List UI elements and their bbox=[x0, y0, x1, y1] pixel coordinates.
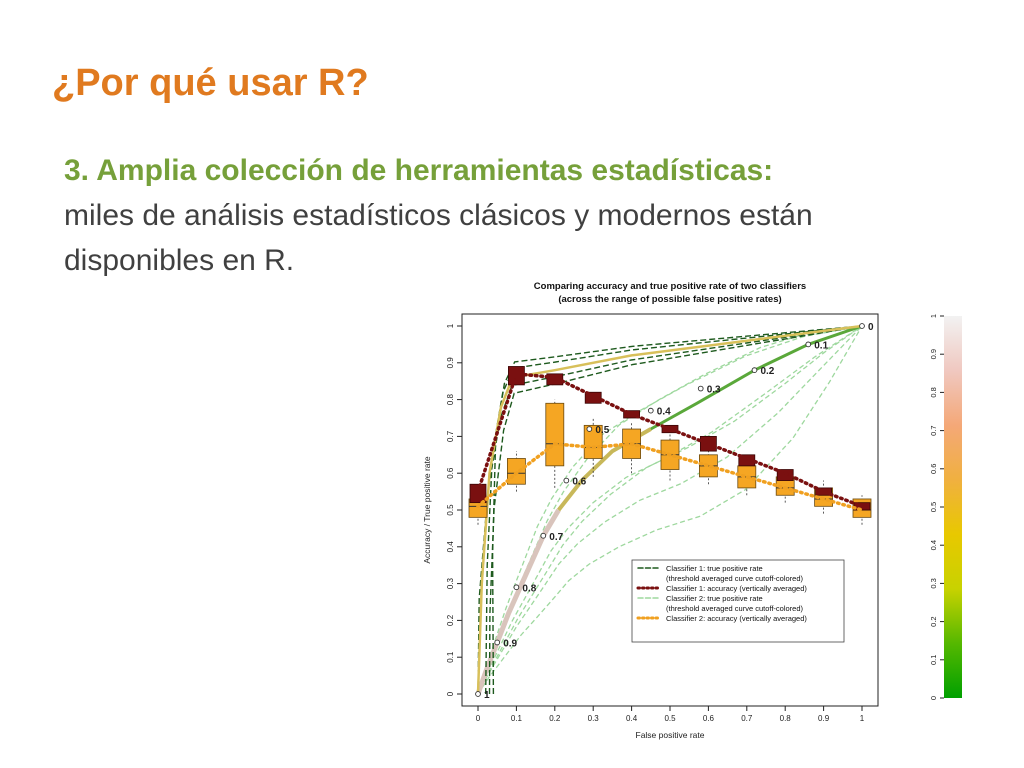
x-tick-label: 0.5 bbox=[664, 714, 676, 723]
y-tick-label: 0.4 bbox=[446, 541, 455, 553]
colorbar-tick-label: 0.7 bbox=[929, 425, 938, 435]
x-tick-label: 0.2 bbox=[549, 714, 561, 723]
y-tick-label: 0.8 bbox=[446, 393, 455, 405]
slide-body: 3. Amplia colección de herramientas esta… bbox=[64, 148, 964, 283]
cutoff-label: 0.7 bbox=[549, 532, 563, 543]
cutoff-marker bbox=[859, 323, 865, 329]
accuracy-1-box bbox=[584, 391, 602, 404]
y-tick-label: 0.5 bbox=[446, 504, 455, 516]
cutoff-label: 0.1 bbox=[814, 340, 828, 351]
cutoff-label: 0.8 bbox=[522, 583, 536, 594]
cutoff-marker bbox=[563, 477, 570, 484]
colorbar-tick-label: 0.8 bbox=[929, 387, 938, 397]
point-heading: 3. Amplia colección de herramientas esta… bbox=[64, 154, 774, 187]
y-axis-label: Accuracy / True positive rate bbox=[422, 456, 432, 564]
accuracy-2-box bbox=[583, 424, 603, 459]
cutoff-marker bbox=[494, 639, 501, 646]
roc-classifier-2-sample bbox=[477, 325, 863, 695]
cutoff-label: 0.9 bbox=[503, 638, 517, 649]
cutoff-label: 0.3 bbox=[707, 385, 721, 396]
y-tick-label: 0 bbox=[446, 691, 455, 696]
x-tick-label: 0.8 bbox=[780, 714, 792, 723]
roc-classifier-2-sample bbox=[477, 325, 863, 695]
roc-classifier-2-curve bbox=[475, 508, 561, 695]
roc-classifier-1-sample bbox=[491, 325, 863, 695]
accuracy-1-box bbox=[469, 483, 487, 504]
cutoff-marker bbox=[805, 341, 812, 348]
accuracy-2-line bbox=[476, 441, 864, 512]
legend-label: (threshold averaged curve cutoff-colored… bbox=[666, 604, 804, 613]
cutoff-marker bbox=[647, 407, 654, 414]
colorbar-tick-label: 0.2 bbox=[929, 616, 938, 626]
cutoff-label: 0.6 bbox=[572, 477, 586, 488]
chart-figure: Comparing accuracy and true positive rat… bbox=[400, 276, 972, 746]
colorbar bbox=[944, 316, 962, 698]
colorbar-tick-label: 0.5 bbox=[929, 502, 938, 512]
colorbar-tick-label: 0.1 bbox=[929, 655, 938, 665]
chart-subtitle: (across the range of possible false posi… bbox=[558, 294, 781, 305]
cutoff-label: 0 bbox=[868, 322, 874, 333]
legend-label: Classifier 2: true positive rate bbox=[666, 594, 763, 603]
accuracy-1-line bbox=[476, 371, 864, 509]
cutoff-label: 0.2 bbox=[760, 366, 774, 377]
legend-label: Classifier 1: true positive rate bbox=[666, 564, 763, 573]
point-body: miles de análisis estadísticos clásicos … bbox=[64, 199, 813, 277]
chart-title: Comparing accuracy and true positive rat… bbox=[534, 281, 806, 292]
x-axis-label: False positive rate bbox=[636, 730, 705, 740]
cutoff-label: 0.4 bbox=[657, 407, 671, 418]
y-tick-label: 0.1 bbox=[446, 651, 455, 663]
y-tick-label: 0.9 bbox=[446, 357, 455, 369]
legend-label: Classifier 1: accuracy (vertically avera… bbox=[666, 584, 807, 593]
roc-classifier-2-sample bbox=[477, 325, 863, 695]
cutoff-label: 0.5 bbox=[595, 425, 609, 436]
x-tick-label: 0.7 bbox=[741, 714, 753, 723]
cutoff-label: 1 bbox=[484, 690, 490, 701]
accuracy-2-box bbox=[545, 402, 565, 467]
colorbar-tick-label: 0.4 bbox=[929, 540, 938, 550]
roc-chart: Comparing accuracy and true positive rat… bbox=[422, 281, 962, 740]
roc-classifier-1-sample bbox=[488, 325, 863, 695]
x-tick-label: 0 bbox=[476, 714, 481, 723]
colorbar-tick-label: 0.3 bbox=[929, 578, 938, 588]
colorbar-tick-label: 0.6 bbox=[929, 464, 938, 474]
cutoff-marker bbox=[697, 385, 704, 392]
y-tick-label: 0.3 bbox=[446, 577, 455, 589]
accuracy-1-box bbox=[546, 373, 564, 386]
x-tick-label: 0.4 bbox=[626, 714, 638, 723]
roc-classifier-2-sample bbox=[477, 325, 863, 695]
y-tick-label: 1 bbox=[446, 323, 455, 328]
x-tick-label: 1 bbox=[860, 714, 865, 723]
x-tick-label: 0.1 bbox=[511, 714, 523, 723]
roc-classifier-2-sample bbox=[477, 325, 863, 695]
cutoff-marker bbox=[513, 584, 520, 591]
cutoff-marker bbox=[540, 532, 547, 539]
cutoff-marker bbox=[586, 426, 593, 432]
colorbar-tick-label: 0.9 bbox=[929, 349, 938, 359]
cutoff-marker bbox=[475, 691, 481, 697]
y-tick-label: 0.2 bbox=[446, 614, 455, 626]
colorbar-tick-label: 0 bbox=[929, 696, 938, 700]
accuracy-1-box bbox=[815, 487, 833, 496]
legend-label: (threshold averaged curve cutoff-colored… bbox=[666, 574, 804, 583]
y-tick-label: 0.7 bbox=[446, 430, 455, 442]
slide-title: ¿Por qué usar R? bbox=[52, 62, 369, 104]
y-tick-label: 0.6 bbox=[446, 467, 455, 479]
legend-box bbox=[631, 559, 845, 643]
roc-classifier-2-sample bbox=[477, 325, 863, 695]
x-tick-label: 0.6 bbox=[703, 714, 715, 723]
legend-label: Classifier 2: accuracy (vertically avera… bbox=[666, 614, 807, 623]
x-tick-label: 0.3 bbox=[588, 714, 600, 723]
colorbar-tick-label: 1 bbox=[929, 314, 938, 318]
x-tick-label: 0.9 bbox=[818, 714, 830, 723]
cutoff-marker bbox=[751, 367, 758, 374]
